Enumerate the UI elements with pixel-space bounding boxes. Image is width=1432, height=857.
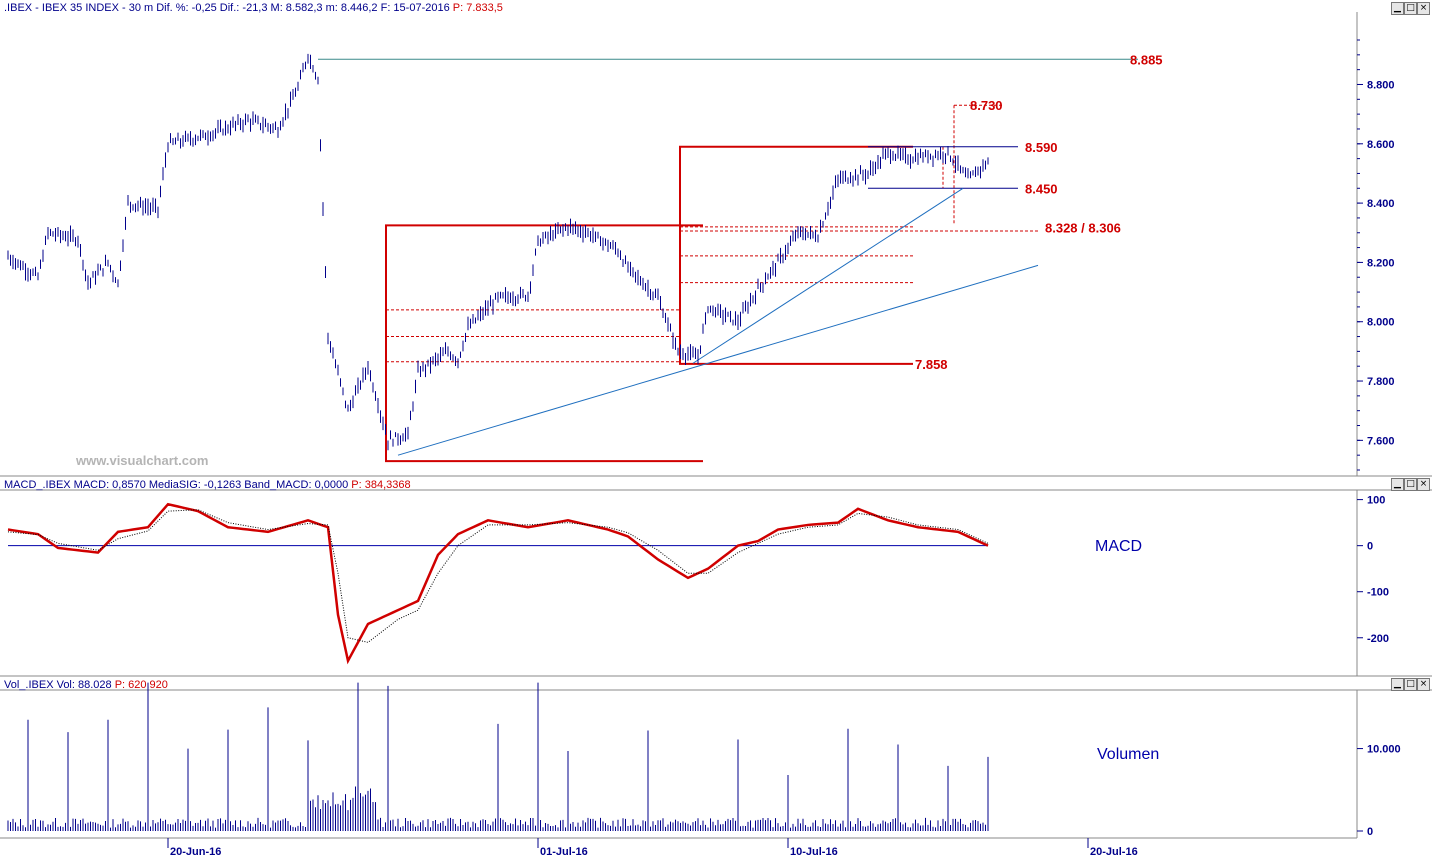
volume-header: Vol_.IBEX Vol: 88.028 P: 620.920 — [4, 679, 168, 691]
price-axis-label: 8.800 — [1367, 79, 1395, 91]
window-close-icon: × — [1419, 679, 1428, 689]
signal-line — [7, 509, 989, 643]
volume-header-last: P: 620.920 — [115, 679, 168, 691]
volume-close-button[interactable]: × — [1417, 678, 1430, 691]
level-label: 8.328 / 8.306 — [1045, 221, 1121, 236]
range-box-1 — [385, 224, 703, 463]
price-axis-label: 8.600 — [1367, 139, 1395, 151]
price-header: .IBEX - IBEX 35 INDEX - 30 m Dif. %: -0,… — [4, 2, 503, 14]
price-axis-label: 8.000 — [1367, 317, 1395, 329]
macd-line — [7, 502, 989, 665]
volume-restore-button[interactable]: □ — [1404, 678, 1417, 691]
date-axis-label: 20-Jun-16 — [170, 846, 221, 857]
trendline-long — [397, 264, 1039, 456]
macd-header-info: MACD_.IBEX MACD: 0,8570 MediaSIG: -0,126… — [4, 479, 351, 491]
macd-header-last: P: 384,3368 — [351, 479, 410, 491]
macd-minimize-button[interactable]: ▁ — [1391, 478, 1404, 491]
macd-axis-label: -200 — [1367, 633, 1389, 645]
window-minimize-icon: ▁ — [1394, 3, 1401, 13]
price-bars — [7, 53, 989, 451]
volume-bars — [7, 682, 989, 831]
level-labels: 8.885 8.730 8.590 8.450 8.328 / 8.306 7.858 — [915, 52, 1163, 372]
level-label: 7.858 — [915, 357, 948, 372]
date-axis: 20-Jun-16 01-Jul-16 10-Jul-16 20-Jul-16 — [167, 838, 1138, 857]
price-header-info: .IBEX - IBEX 35 INDEX - 30 m Dif. %: -0,… — [4, 2, 453, 14]
volume-axis: 10.000 0 — [1357, 744, 1401, 838]
price-axis-label: 8.200 — [1367, 257, 1395, 269]
volume-minimize-button[interactable]: ▁ — [1391, 678, 1404, 691]
window-minimize-icon: ▁ — [1394, 479, 1401, 489]
price-restore-button[interactable]: □ — [1404, 2, 1417, 15]
macd-lines — [7, 502, 989, 665]
watermark: www.visualchart.com — [75, 453, 208, 468]
price-drawings — [318, 58, 1138, 463]
price-axis-label: 7.600 — [1367, 435, 1395, 447]
volume-axis-label: 0 — [1367, 826, 1373, 838]
price-axis-label: 7.800 — [1367, 376, 1395, 388]
level-label: 8.450 — [1025, 181, 1058, 196]
macd-close-button[interactable]: × — [1417, 478, 1430, 491]
date-axis-label: 20-Jul-16 — [1090, 846, 1138, 857]
window-minimize-icon: ▁ — [1394, 679, 1401, 689]
window-restore-icon: □ — [1406, 479, 1415, 489]
window-restore-icon: □ — [1406, 679, 1415, 689]
price-axis-label: 8.400 — [1367, 198, 1395, 210]
volume-axis-label: 10.000 — [1367, 744, 1401, 756]
level-label: 8.885 — [1130, 52, 1163, 67]
macd-axis-label: 0 — [1367, 541, 1373, 553]
volume-header-info: Vol_.IBEX Vol: 88.028 — [4, 679, 115, 691]
macd-header: MACD_.IBEX MACD: 0,8570 MediaSIG: -0,126… — [4, 479, 411, 491]
macd-panel-name: MACD — [1095, 538, 1142, 555]
trendline-short — [692, 187, 964, 364]
date-axis-label: 10-Jul-16 — [790, 846, 838, 857]
range-box-2 — [679, 145, 913, 365]
date-axis-label: 01-Jul-16 — [540, 846, 588, 857]
macd-axis: 100 0 -100 -200 — [1357, 495, 1389, 645]
macd-restore-button[interactable]: □ — [1404, 478, 1417, 491]
window-close-icon: × — [1419, 479, 1428, 489]
macd-axis-label: -100 — [1367, 587, 1389, 599]
price-minimize-button[interactable]: ▁ — [1391, 2, 1404, 15]
price-header-last: P: 7.833,5 — [453, 2, 503, 14]
level-label: 8.590 — [1025, 140, 1058, 155]
price-close-button[interactable]: × — [1417, 2, 1430, 15]
window-restore-icon: □ — [1406, 3, 1415, 13]
panel-frames — [0, 12, 1432, 839]
macd-axis-label: 100 — [1367, 495, 1385, 507]
volume-panel-name: Volumen — [1097, 746, 1159, 763]
price-axis: 7.600 7.800 8.000 8.200 8.400 8.600 8.800 — [1357, 39, 1395, 471]
window-close-icon: × — [1419, 3, 1428, 13]
level-label: 8.730 — [970, 98, 1003, 113]
